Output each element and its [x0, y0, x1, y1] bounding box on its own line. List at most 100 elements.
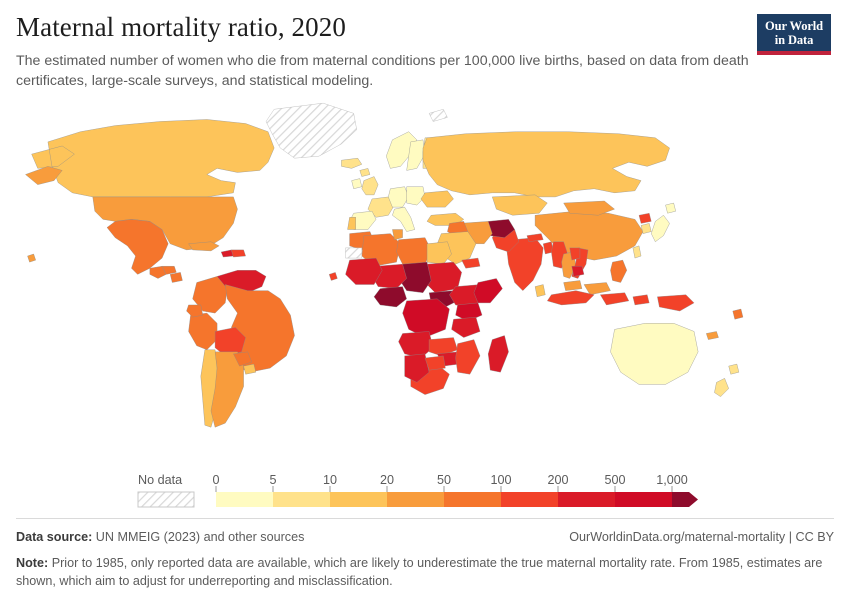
map-country-nigeria[interactable]: [373, 286, 407, 308]
map-country-cuba[interactable]: [188, 241, 220, 252]
map-country-hawaii[interactable]: [27, 254, 36, 263]
map-country-cape-verde[interactable]: [329, 272, 338, 282]
map-country-canada[interactable]: [31, 119, 275, 198]
map-country-sweden[interactable]: [406, 140, 426, 171]
map-country-laos[interactable]: [569, 248, 581, 261]
page-title: Maternal mortality ratio, 2020: [16, 12, 346, 42]
map-country-tanzania[interactable]: [451, 317, 481, 339]
legend-bin-6[interactable]: [558, 492, 615, 508]
legend-no-data-swatch[interactable]: [137, 491, 195, 508]
data-source-value: UN MMEIG (2023) and other sources: [95, 530, 305, 545]
map-legend[interactable]: No data 0 5 10 20 50 100 200 500 1,000: [16, 462, 834, 518]
map-country-botswana[interactable]: [424, 356, 446, 371]
map-country-fiji[interactable]: [732, 309, 744, 320]
map-country-madagascar[interactable]: [488, 335, 509, 373]
map-country-mongolia[interactable]: [563, 201, 615, 216]
map-country-germany[interactable]: [388, 186, 409, 208]
map-country-yemen[interactable]: [461, 258, 481, 269]
legend-bin-0[interactable]: [216, 492, 273, 508]
map-country-brazil[interactable]: [225, 284, 295, 373]
map-country-taiwan[interactable]: [632, 246, 642, 259]
legend-tick-label-6: 200: [547, 473, 568, 487]
map-country-dr-congo[interactable]: [402, 299, 450, 339]
legend-tick-label-7: 500: [604, 473, 625, 487]
legend-tick-label-4: 50: [437, 473, 451, 487]
legend-svg[interactable]: No data 0 5 10 20 50 100 200 500 1,000: [16, 462, 834, 518]
legend-tick-label-1: 5: [269, 473, 276, 487]
map-country-new-caledonia[interactable]: [706, 331, 719, 341]
map-country-bolivia[interactable]: [214, 327, 246, 357]
map-country-south-korea[interactable]: [640, 223, 652, 235]
data-source: Data source: UN MMEIG (2023) and other s…: [16, 528, 304, 546]
map-country-italy[interactable]: [392, 207, 415, 233]
world-map[interactable]: [16, 95, 834, 462]
legend-bin-open-ended[interactable]: [672, 492, 698, 508]
owid-logo-line1: Our World: [764, 19, 824, 33]
map-country-north-korea[interactable]: [638, 213, 652, 224]
map-country-uruguay[interactable]: [243, 364, 257, 375]
chart-note: Note: Prior to 1985, only reported data …: [16, 554, 834, 591]
map-country-mozambique[interactable]: [455, 339, 481, 375]
legend-tick-label-2: 10: [323, 473, 337, 487]
map-country-peru[interactable]: [188, 313, 218, 351]
map-country-nepal[interactable]: [526, 233, 544, 243]
world-map-svg[interactable]: [16, 95, 834, 462]
map-country-mali[interactable]: [345, 258, 383, 286]
map-country-india[interactable]: [506, 237, 544, 292]
map-country-china[interactable]: [534, 211, 644, 261]
map-country-libya[interactable]: [396, 237, 432, 265]
map-country-russia[interactable]: [422, 131, 670, 198]
legend-bin-3[interactable]: [387, 492, 444, 508]
map-country-new-zealand[interactable]: [714, 364, 740, 398]
attribution-link[interactable]: OurWorldinData.org/maternal-mortality | …: [569, 530, 834, 545]
map-country-poland[interactable]: [406, 186, 426, 206]
map-country-honduras[interactable]: [161, 266, 177, 275]
map-country-western-sahara[interactable]: [345, 248, 363, 259]
map-country-svalbard[interactable]: [428, 109, 448, 123]
map-country-greenland[interactable]: [265, 103, 357, 159]
map-country-iceland[interactable]: [341, 158, 362, 169]
legend-bin-2[interactable]: [330, 492, 387, 508]
map-country-tunisia[interactable]: [392, 229, 403, 241]
owid-logo[interactable]: Our World in Data: [757, 14, 831, 55]
map-country-paraguay[interactable]: [233, 352, 252, 367]
map-country-colombia[interactable]: [192, 276, 228, 314]
map-country-malaysia[interactable]: [563, 280, 611, 296]
legend-bin-4[interactable]: [444, 492, 501, 508]
map-country-cambodia[interactable]: [571, 266, 585, 277]
legend-bin-7[interactable]: [615, 492, 672, 508]
map-country-dominican-republic[interactable]: [231, 250, 246, 258]
chart-header: Maternal mortality ratio, 2020 The estim…: [16, 0, 834, 91]
map-country-somalia[interactable]: [473, 278, 503, 304]
legend-tick-label-5: 100: [490, 473, 511, 487]
map-country-ecuador[interactable]: [186, 305, 204, 318]
map-country-japan[interactable]: [651, 203, 676, 243]
map-country-nicaragua[interactable]: [170, 272, 183, 284]
map-country-namibia[interactable]: [404, 354, 430, 383]
map-country-usa[interactable]: [25, 166, 238, 251]
map-country-ireland[interactable]: [351, 178, 362, 190]
map-country-norway[interactable]: [386, 131, 418, 169]
map-country-guatemala[interactable]: [149, 266, 167, 279]
map-country-papua-new-guinea[interactable]: [657, 294, 695, 312]
map-country-sri-lanka[interactable]: [534, 284, 546, 298]
map-country-mexico[interactable]: [106, 219, 169, 275]
map-country-portugal[interactable]: [347, 217, 356, 231]
legend-bin-5[interactable]: [501, 492, 558, 508]
map-country-australia[interactable]: [610, 323, 699, 385]
chart-subtitle: The estimated number of women who die fr…: [16, 53, 749, 90]
legend-bin-1[interactable]: [273, 492, 330, 508]
legend-no-data-label: No data: [138, 473, 182, 487]
map-country-uk[interactable]: [359, 168, 379, 196]
map-country-ukraine[interactable]: [420, 190, 454, 208]
legend-tick-label-0: 0: [212, 473, 219, 487]
map-country-angola[interactable]: [398, 331, 434, 359]
map-country-philippines[interactable]: [610, 260, 627, 284]
map-country-indonesia[interactable]: [547, 290, 650, 306]
note-text: Prior to 1985, only reported data are av…: [16, 555, 823, 588]
map-country-egypt[interactable]: [426, 241, 452, 265]
map-country-kazakhstan[interactable]: [492, 195, 548, 216]
owid-logo-line2: in Data: [774, 33, 814, 47]
legend-tick-label-8: 1,000: [656, 473, 688, 487]
